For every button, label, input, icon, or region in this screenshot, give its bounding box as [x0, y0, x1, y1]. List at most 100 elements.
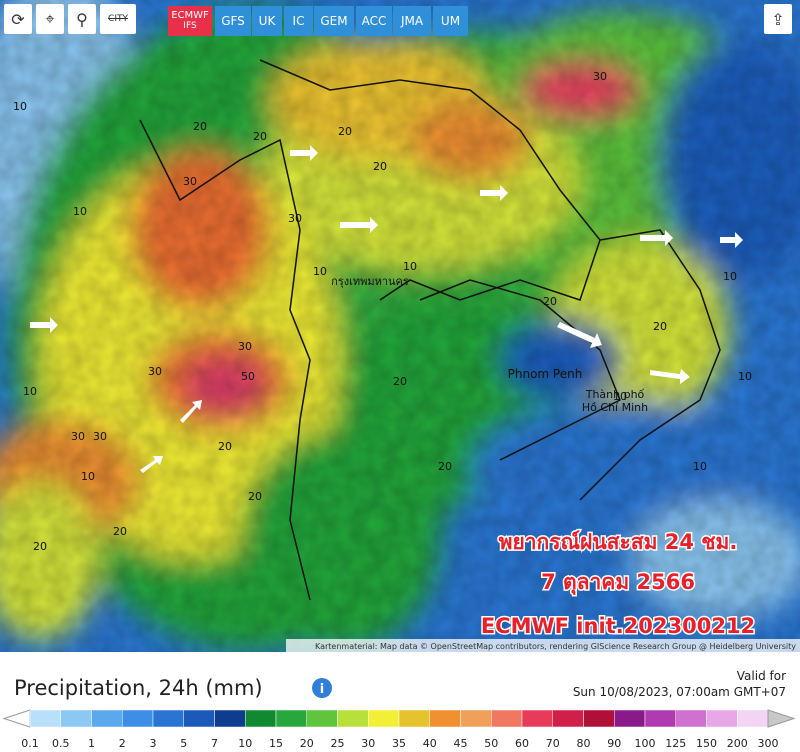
attribution: Kartenmaterial: Map data © OpenStreetMap… — [315, 642, 796, 651]
scale-cell — [398, 709, 430, 728]
model-tab[interactable]: ACC — [356, 6, 392, 36]
place-label: Thành phố — [585, 388, 645, 401]
contour-label: 10 — [81, 470, 95, 483]
overlay-model: ECMWF init.202300212 — [481, 614, 755, 638]
scale-cell — [337, 709, 369, 728]
contour-label: 20 — [393, 375, 407, 388]
scale-cell — [583, 709, 615, 728]
scale-label: 2 — [119, 737, 126, 750]
scale-cell — [368, 709, 400, 728]
contour-label: 10 — [738, 370, 752, 383]
contour-label: 30 — [238, 340, 252, 353]
legend-title: Precipitation, 24h (mm) — [14, 676, 263, 700]
scale-cell — [275, 709, 307, 728]
place-label: Phnom Penh — [508, 367, 583, 381]
scale-label: 50 — [484, 737, 498, 750]
scale-label: 5 — [180, 737, 187, 750]
scale-cell — [60, 709, 92, 728]
contour-label: 10 — [403, 260, 417, 273]
contour-label: 20 — [248, 490, 262, 503]
contour-label: 30 — [71, 430, 85, 443]
model-tab[interactable]: ECMWF IFS — [168, 6, 212, 36]
info-icon[interactable] — [312, 678, 332, 698]
contour-label: 10 — [723, 270, 737, 283]
scale-cell — [183, 709, 215, 728]
scale-cell — [122, 709, 154, 728]
scale-arrow-right — [767, 709, 796, 728]
scale-cell — [429, 709, 461, 728]
scale-label: 10 — [238, 737, 252, 750]
scale-cell — [614, 709, 646, 728]
scale-label: 45 — [454, 737, 468, 750]
scale-label: 90 — [607, 737, 621, 750]
valid-label: Valid for — [737, 669, 786, 683]
location-button[interactable]: ⌖ — [36, 4, 64, 34]
scale-cell — [214, 709, 246, 728]
contour-label: 20 — [438, 460, 452, 473]
scale-cell — [675, 709, 707, 728]
tab-label: ECMWF — [171, 10, 209, 21]
model-tab[interactable]: IC — [284, 6, 313, 36]
scale-cell — [552, 709, 584, 728]
contour-label: 30 — [183, 175, 197, 188]
tab-label: ACC — [361, 13, 387, 28]
model-tab[interactable]: UK — [252, 6, 282, 36]
scale-label: 35 — [392, 737, 406, 750]
scale-label: 1 — [88, 737, 95, 750]
scale-cell — [460, 709, 492, 728]
scale-cell — [644, 709, 676, 728]
info-i: i — [320, 682, 324, 697]
scale-cell — [91, 709, 123, 728]
contour-label: 30 — [288, 212, 302, 225]
scale-label: 25 — [331, 737, 345, 750]
contour-label: 30 — [93, 430, 107, 443]
contour-label: 20 — [373, 160, 387, 173]
overlay-date: 7 ตุลาคม 2566 — [541, 570, 695, 596]
contour-label: 10 — [13, 100, 27, 113]
scale-cell — [521, 709, 553, 728]
scale-arrow-left — [2, 709, 31, 728]
scale-cell — [306, 709, 338, 728]
scale-cell — [491, 709, 523, 728]
model-tab[interactable]: GFS — [215, 6, 251, 36]
model-tab[interactable]: GEM — [314, 6, 354, 36]
tab-label: UK — [258, 13, 276, 28]
scale-label: 70 — [546, 737, 560, 750]
model-tab[interactable]: JMA — [393, 6, 431, 36]
contour-label: 20 — [338, 125, 352, 138]
contour-label: 10 — [613, 390, 627, 403]
scale-cell — [29, 709, 61, 728]
texture — [0, 0, 800, 652]
refresh-button[interactable]: ⟳ — [4, 4, 32, 34]
scale-label: 0.5 — [52, 737, 70, 750]
scale-label: 100 — [635, 737, 656, 750]
model-tab[interactable]: UM — [433, 6, 468, 36]
tab-label: IC — [292, 13, 305, 28]
scale-label: 125 — [665, 737, 686, 750]
map: 10 20 30 20 30 10 10 20 30 50 30 30 20 10 20 10 20 20 30 20… — [0, 0, 800, 652]
city-button[interactable]: CITY — [100, 4, 136, 34]
tab-label: GEM — [320, 13, 348, 28]
contour-label: 20 — [193, 120, 207, 133]
contour-label: 20 — [33, 540, 47, 553]
contour-label: 10 — [313, 265, 327, 278]
scale-label: 30 — [361, 737, 375, 750]
share-button[interactable]: ⇪ — [764, 4, 792, 34]
scale-label: 200 — [727, 737, 748, 750]
place-label: Hồ Chí Minh — [582, 401, 648, 414]
contour-label: 20 — [113, 525, 127, 538]
contour-label: 10 — [73, 205, 87, 218]
scale-label: 0.1 — [21, 737, 39, 750]
tab-label: GFS — [221, 13, 245, 28]
contour-label: 30 — [148, 365, 162, 378]
zoom-button[interactable]: ⚲ — [68, 4, 96, 34]
tab-label: JMA — [400, 13, 424, 28]
scale-label: 40 — [423, 737, 437, 750]
wind-arrows — [30, 145, 743, 473]
scale-cell — [706, 709, 738, 728]
attribution-bg — [286, 639, 800, 652]
contour-label: 50 — [241, 370, 255, 383]
overlay-title: พยากรณ์ฝนสะสม 24 ชม. — [499, 530, 738, 554]
scale-label: 20 — [300, 737, 314, 750]
